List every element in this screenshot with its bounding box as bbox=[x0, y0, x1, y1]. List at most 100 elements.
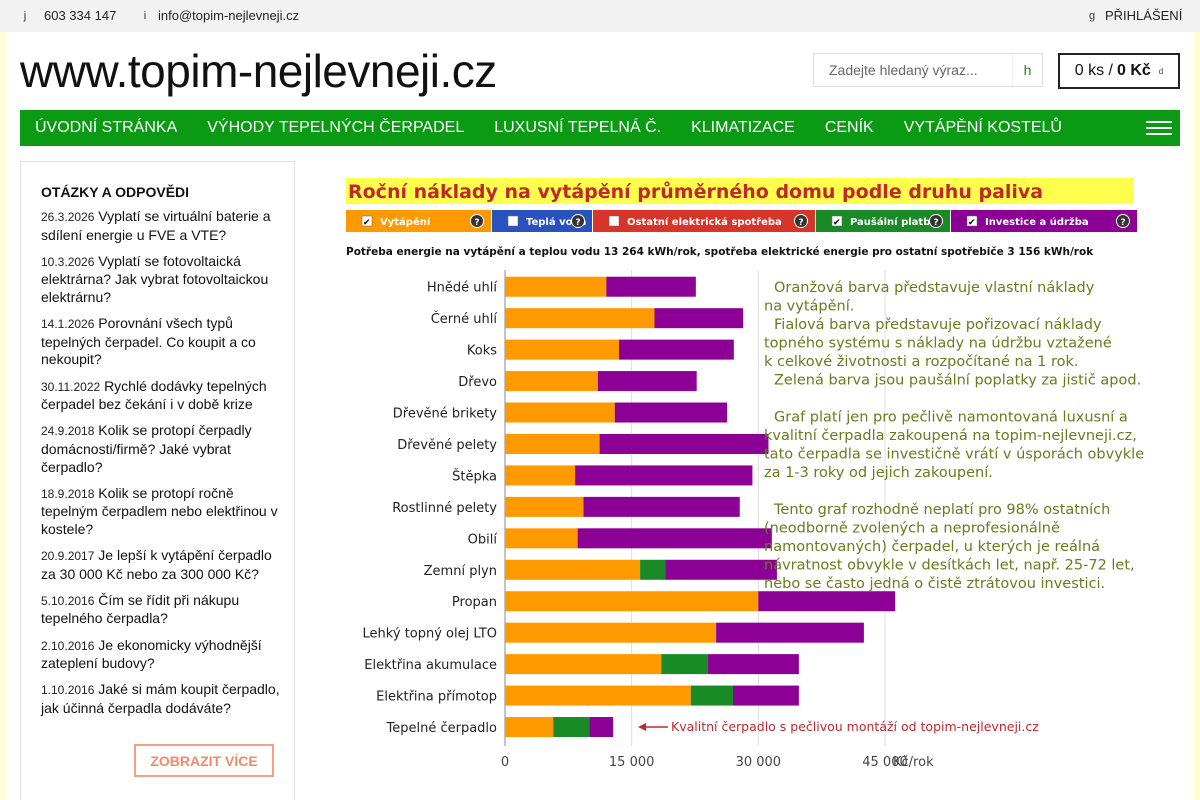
category-label: Koks bbox=[467, 344, 497, 359]
faq-link[interactable]: Jaké si mám koupit čerpadlo, jak účinná … bbox=[41, 681, 280, 716]
phone-icon: j bbox=[23, 9, 27, 22]
chart-note-line: tato čerpadla se investičně vrátí v úspo… bbox=[764, 447, 1144, 463]
faq-item[interactable]: 10.3.2026 Vyplatí se fotovoltaická elekt… bbox=[41, 253, 281, 307]
phone-contact[interactable]: j 603 334 147 bbox=[20, 8, 117, 23]
login-label[interactable]: PŘIHLÁŠENÍ bbox=[1105, 8, 1183, 23]
x-tick-label: 30 000 bbox=[736, 755, 782, 770]
cart-button[interactable]: 0 ks / 0 Kč d bbox=[1058, 53, 1180, 89]
nav-item-home[interactable]: ÚVODNÍ STRÁNKA bbox=[35, 119, 178, 136]
help-icon bbox=[470, 214, 484, 228]
legend-label: Vytápění bbox=[380, 216, 431, 228]
bar-segment bbox=[505, 622, 717, 643]
nav-item-air-conditioning[interactable]: KLIMATIZACE bbox=[691, 119, 795, 136]
faq-sidebar: OTÁZKY A ODPOVĚDI 26.3.2026 Vyplatí se v… bbox=[20, 161, 295, 800]
nav-item-pricelist[interactable]: CENÍK bbox=[824, 119, 874, 136]
bar-segment bbox=[614, 402, 728, 423]
faq-item[interactable]: 2.10.2016 Je ekonomicky výhodnější zatep… bbox=[41, 637, 281, 673]
bar-segment bbox=[505, 433, 600, 454]
faq-item[interactable]: 18.9.2018 Kolik se protopí ročně tepelný… bbox=[41, 485, 281, 539]
cart-count: 0 ks / bbox=[1074, 62, 1113, 79]
cart-total: 0 Kč bbox=[1116, 62, 1151, 79]
search-box: h bbox=[813, 53, 1043, 87]
search-icon[interactable]: h bbox=[1012, 54, 1042, 86]
login-link[interactable]: g PŘIHLÁŠENÍ bbox=[1087, 8, 1182, 23]
faq-link[interactable]: Porovnání všech typů tepelných čerpadel.… bbox=[41, 315, 256, 368]
phone-number[interactable]: 603 334 147 bbox=[44, 8, 117, 23]
category-label: Štěpka bbox=[452, 468, 497, 484]
menu-icon[interactable] bbox=[1146, 121, 1172, 135]
bar-segment bbox=[505, 402, 615, 423]
show-more-button[interactable]: ZOBRAZIT VÍCE bbox=[134, 744, 274, 777]
faq-item[interactable]: 24.9.2018 Kolik se protopí čerpadly domá… bbox=[41, 422, 281, 476]
chart-note-line: Zelená barva jsou paušální poplatky za j… bbox=[774, 373, 1141, 389]
faq-item[interactable]: 14.1.2026 Porovnání všech typů tepelných… bbox=[41, 315, 281, 369]
chart-note-line: Fialová barva představuje pořizovací nák… bbox=[774, 317, 1102, 333]
bar-segment bbox=[690, 685, 733, 706]
category-label: Elektřina přímotop bbox=[376, 690, 497, 705]
category-label: Hnědé uhlí bbox=[427, 281, 497, 296]
help-icon bbox=[929, 214, 943, 228]
faq-link[interactable]: Vyplatí se virtuální baterie a sdílení e… bbox=[41, 208, 271, 243]
bar-segment bbox=[505, 496, 584, 517]
x-tick-label: 15 000 bbox=[609, 755, 655, 770]
help-icon-mark: ? bbox=[798, 218, 803, 228]
faq-link[interactable]: Kolik se protopí ročně tepelným čerpadle… bbox=[41, 484, 278, 537]
bar-segment bbox=[505, 308, 655, 329]
site-logo[interactable]: www.topim-nejlevneji.cz bbox=[20, 45, 497, 97]
search-input[interactable] bbox=[814, 54, 1004, 86]
legend-check-icon: ✔ bbox=[363, 218, 371, 228]
faq-item[interactable]: 30.11.2022 Rychlé dodávky tepelných čerp… bbox=[41, 378, 281, 414]
faq-link[interactable]: Vyplatí se fotovoltaická elektrárna? Jak… bbox=[41, 252, 269, 305]
category-label: Dřevo bbox=[458, 375, 497, 390]
legend-label: Investice a údržba bbox=[985, 216, 1089, 228]
email-contact[interactable]: i info@topim-nejlevneji.cz bbox=[140, 8, 299, 23]
category-label: Tepelné čerpadlo bbox=[386, 721, 498, 736]
bar-segment bbox=[758, 591, 896, 612]
faq-date: 2.10.2016 bbox=[41, 638, 95, 653]
faq-link[interactable]: Kolik se protopí čerpadly domácnosti/fir… bbox=[41, 422, 252, 475]
bar-segment bbox=[505, 528, 578, 549]
faq-link[interactable]: Čím se řídit při nákupu tepelného čerpad… bbox=[41, 591, 240, 627]
bar-segment bbox=[599, 433, 769, 454]
faq-date: 5.10.2016 bbox=[41, 593, 95, 608]
bar-segment bbox=[505, 654, 662, 675]
faq-item[interactable]: 1.10.2016 Jaké si mám koupit čerpadlo, j… bbox=[41, 681, 281, 717]
page-container: www.topim-nejlevneji.cz h 0 ks / 0 Kč d … bbox=[6, 32, 1194, 800]
faq-item[interactable]: 20.9.2017 Je lepší k vytápění čerpadlo z… bbox=[41, 547, 281, 583]
sidebar-title: OTÁZKY A ODPOVĚDI bbox=[41, 184, 190, 200]
faq-date: 30.11.2022 bbox=[41, 379, 101, 394]
category-label: Propan bbox=[452, 595, 497, 610]
main-nav: ÚVODNÍ STRÁNKA VÝHODY TEPELNÝCH ČERPADEL… bbox=[20, 110, 1180, 146]
faq-date: 14.1.2026 bbox=[41, 317, 95, 332]
nav-item-luxury[interactable]: LUXUSNÍ TEPELNÁ Č. bbox=[494, 119, 662, 136]
faq-link[interactable]: Je ekonomicky výhodnější zateplení budov… bbox=[41, 636, 262, 672]
help-icon bbox=[794, 214, 808, 228]
category-label: Dřevěné pelety bbox=[397, 438, 497, 453]
legend-item bbox=[816, 210, 950, 232]
legend-checkbox bbox=[831, 215, 843, 227]
legend-item bbox=[492, 210, 592, 232]
faq-link[interactable]: Je lepší k vytápění čerpadlo za 30 000 K… bbox=[41, 547, 272, 582]
nav-item-advantages[interactable]: VÝHODY TEPELNÝCH ČERPADEL bbox=[207, 119, 465, 136]
top-bar: j 603 334 147 i info@topim-nejlevneji.cz… bbox=[0, 0, 1200, 32]
legend-label: Ostatní elektrická spotřeba bbox=[627, 216, 782, 228]
chart-note-line: návratnost obvykle v desítkách let, např… bbox=[764, 558, 1135, 574]
bar-segment bbox=[553, 717, 590, 738]
chart-annotation: Kvalitní čerpadlo s pečlivou montáží od … bbox=[671, 719, 1039, 734]
faq-item[interactable]: 5.10.2016 Čím se řídit při nákupu tepeln… bbox=[41, 592, 281, 628]
faq-item[interactable]: 26.3.2026 Vyplatí se virtuální baterie a… bbox=[41, 208, 281, 244]
chart-title-background bbox=[346, 178, 1134, 204]
nav-item-church-heating[interactable]: VYTÁPĚNÍ KOSTELŮ bbox=[903, 119, 1062, 136]
faq-date: 1.10.2016 bbox=[41, 683, 95, 698]
legend-checkbox bbox=[361, 215, 373, 227]
faq-link[interactable]: Rychlé dodávky tepelných čerpadel bez če… bbox=[41, 377, 267, 413]
legend-label: Paušální platby bbox=[850, 216, 937, 228]
legend-check-icon: ✔ bbox=[968, 218, 976, 228]
chart-title: Roční náklady na vytápění průměrného dom… bbox=[348, 180, 1043, 203]
legend-item bbox=[346, 210, 491, 232]
bar-segment bbox=[707, 654, 799, 675]
chart-subtitle: Potřeba energie na vytápění a teplou vod… bbox=[346, 246, 1094, 258]
bar-segment bbox=[505, 685, 691, 706]
faq-date: 20.9.2017 bbox=[41, 549, 95, 564]
email-address[interactable]: info@topim-nejlevneji.cz bbox=[158, 8, 300, 23]
